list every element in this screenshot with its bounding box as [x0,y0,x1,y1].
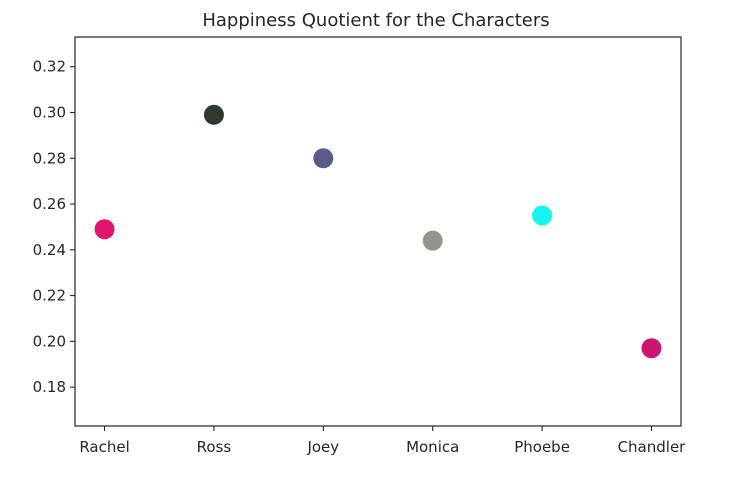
y-tick-label: 0.24 [33,241,66,259]
x-tick-label-chandler: Chandler [618,438,687,456]
data-point-chandler [641,338,662,359]
x-tick-label-monica: Monica [406,438,459,456]
data-points [94,104,662,359]
x-tick-label-ross: Ross [197,438,232,456]
y-tick-label: 0.28 [33,149,66,167]
y-axis: 0.18 0.20 0.22 0.24 0.26 0.28 0.30 0.32 [33,58,75,396]
data-point-phoebe [532,205,553,226]
x-tick-label-joey: Joey [306,438,339,456]
y-tick-label: 0.26 [33,195,66,213]
data-point-joey [313,148,334,169]
data-point-ross [203,104,224,125]
x-tick-label-phoebe: Phoebe [514,438,570,456]
plot-area-frame [74,36,682,427]
y-tick-label: 0.20 [33,332,66,350]
x-axis: Rachel Ross Joey Monica Phoebe Chandler [79,426,686,456]
y-tick-label: 0.18 [33,378,66,396]
y-tick-label: 0.30 [33,104,66,122]
y-tick-label: 0.32 [33,58,66,76]
y-tick-label: 0.22 [33,287,66,305]
x-tick-label-rachel: Rachel [79,438,129,456]
data-point-monica [422,230,443,251]
chart-title: Happiness Quotient for the Characters [202,10,549,31]
data-point-rachel [94,219,115,240]
